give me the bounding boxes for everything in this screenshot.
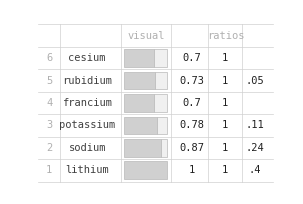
- Text: 4: 4: [46, 98, 52, 108]
- Text: 2: 2: [46, 143, 52, 153]
- Text: 1: 1: [188, 165, 195, 175]
- Text: 5: 5: [46, 75, 52, 86]
- Text: 0.7: 0.7: [182, 53, 201, 63]
- Bar: [154, 94, 167, 112]
- Text: 1: 1: [46, 165, 52, 175]
- Bar: [124, 162, 167, 179]
- Bar: [158, 117, 167, 134]
- Text: 1: 1: [221, 75, 228, 86]
- Text: rubidium: rubidium: [62, 75, 112, 86]
- Text: cesium: cesium: [68, 53, 106, 63]
- Text: 6: 6: [46, 53, 52, 63]
- Text: 1: 1: [221, 120, 228, 131]
- Text: ratios: ratios: [207, 31, 245, 41]
- Text: .4: .4: [249, 165, 261, 175]
- Text: visual: visual: [127, 31, 165, 41]
- Text: 0.73: 0.73: [179, 75, 204, 86]
- Text: .24: .24: [246, 143, 265, 153]
- Bar: [124, 72, 155, 89]
- Text: 1: 1: [221, 165, 228, 175]
- Bar: [155, 72, 167, 89]
- Text: .11: .11: [246, 120, 265, 131]
- Text: .05: .05: [246, 75, 265, 86]
- Text: 0.87: 0.87: [179, 143, 204, 153]
- Text: 0.7: 0.7: [182, 98, 201, 108]
- Bar: [124, 94, 154, 112]
- Bar: [124, 117, 158, 134]
- Text: sodium: sodium: [68, 143, 106, 153]
- Text: 1: 1: [221, 98, 228, 108]
- Text: 0.78: 0.78: [179, 120, 204, 131]
- Bar: [124, 139, 161, 157]
- Bar: [161, 139, 167, 157]
- Text: 1: 1: [221, 143, 228, 153]
- Bar: [154, 49, 167, 67]
- Text: 3: 3: [46, 120, 52, 131]
- Bar: [124, 49, 154, 67]
- Text: lithium: lithium: [65, 165, 109, 175]
- Text: francium: francium: [62, 98, 112, 108]
- Text: 1: 1: [221, 53, 228, 63]
- Text: potassium: potassium: [59, 120, 115, 131]
